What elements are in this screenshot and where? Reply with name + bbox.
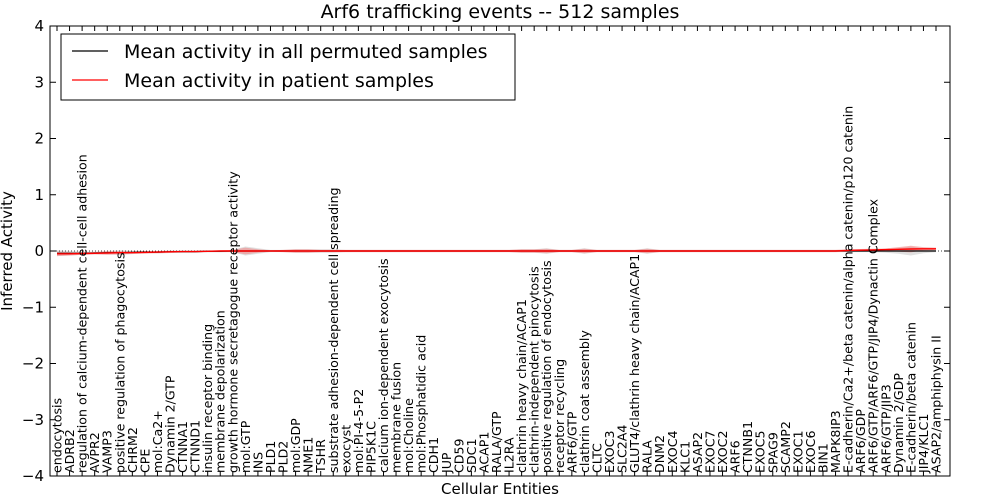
category-label: PIP5K1C bbox=[363, 421, 378, 473]
category-label: CTNND1 bbox=[188, 420, 203, 473]
category-label: membrane depolarization bbox=[213, 310, 228, 473]
y-tick-label: −1 bbox=[22, 298, 44, 316]
y-tick-label: −4 bbox=[22, 467, 44, 485]
category-label: EXOC3 bbox=[602, 431, 617, 474]
category-label: mol:Ca2+ bbox=[150, 410, 165, 473]
category-label: positive regulation of phagocytosis bbox=[112, 252, 127, 473]
category-label: exocyst bbox=[338, 425, 353, 473]
category-label: EXOC6 bbox=[803, 431, 818, 474]
category-label: clathrin-independent pinocytosis bbox=[527, 266, 542, 473]
category-label: ACAP1 bbox=[476, 432, 491, 473]
legend-label-patient: Mean activity in patient samples bbox=[124, 70, 434, 92]
category-label: ADRB2 bbox=[62, 429, 77, 473]
category-label: clathrin coat assembly bbox=[577, 330, 592, 473]
category-label: Dynamin 2/GDP bbox=[891, 373, 906, 473]
category-label: positive regulation of endocytosis bbox=[539, 260, 554, 473]
category-label: SPAG9 bbox=[765, 432, 780, 473]
category-label: E-cadherin/beta catenin bbox=[903, 322, 918, 473]
category-label: GLUT4/clathrin heavy chain/ACAP1 bbox=[627, 254, 642, 473]
category-label: clathrin heavy chain/ACAP1 bbox=[514, 299, 529, 473]
category-label: CPE bbox=[137, 449, 152, 473]
y-tick-label: 3 bbox=[34, 73, 44, 91]
category-label: SCAMP2 bbox=[778, 421, 793, 473]
category-label: SDC1 bbox=[464, 439, 479, 474]
category-label: mol:Choline bbox=[401, 398, 416, 473]
category-label: ASAP2/amphiphysin II bbox=[929, 335, 944, 473]
y-axis-ticks: −4 −3 −2 −1 0 1 2 3 4 bbox=[22, 17, 950, 485]
category-label: CLTC bbox=[589, 443, 604, 473]
category-label: receptor recycling bbox=[552, 359, 567, 473]
category-label: EXOC4 bbox=[665, 431, 680, 474]
category-label: Dynamin 2/GTP bbox=[163, 375, 178, 473]
category-label: ARF6/GTP bbox=[564, 411, 579, 473]
legend-box bbox=[60, 33, 516, 101]
y-axis-label: Inferred Activity bbox=[0, 191, 16, 311]
category-label: endocytosis bbox=[50, 398, 65, 473]
category-label: E-cadherin/Ca2+/beta catenin/alpha caten… bbox=[841, 106, 856, 473]
category-label: PLD2 bbox=[276, 441, 291, 473]
category-label: mol:Phosphatidic acid bbox=[414, 335, 429, 473]
category-label: ARF6/GTP/JIP3 bbox=[878, 384, 893, 473]
y-tick-label: 1 bbox=[34, 186, 44, 204]
category-label: VAMP3 bbox=[100, 430, 115, 473]
category-label: EXOC7 bbox=[702, 431, 717, 474]
chart-title: Arf6 trafficking events -- 512 samples bbox=[321, 1, 680, 23]
series-line-patient bbox=[57, 248, 936, 255]
category-label: membrane fusion bbox=[389, 362, 404, 473]
category-label: CTNNA1 bbox=[175, 421, 190, 473]
legend: Mean activity in all permuted samples Me… bbox=[60, 33, 516, 101]
category-label: CTNNB1 bbox=[740, 421, 755, 473]
category-label: BIN1 bbox=[815, 443, 830, 473]
category-label: DNM2 bbox=[652, 435, 667, 473]
category-label: ARF6/GTP/ARF6/GTP/JIP4/Dynactin Complex bbox=[866, 198, 881, 473]
y-tick-label: −2 bbox=[22, 355, 44, 373]
y-tick-label: 2 bbox=[34, 130, 44, 148]
category-label: ARF6 bbox=[728, 440, 743, 473]
category-label: KLC1 bbox=[677, 441, 692, 473]
category-label: TSHR bbox=[313, 439, 328, 474]
category-label: JIP4/KLC1 bbox=[916, 414, 931, 474]
category-label: insulin receptor binding bbox=[200, 324, 215, 473]
category-label: mol:GDP bbox=[288, 418, 303, 473]
category-label: INS bbox=[250, 452, 265, 473]
category-label: MAPK8IP3 bbox=[828, 410, 843, 473]
category-label: RALA/GTP bbox=[489, 411, 504, 473]
category-label: IL2RA bbox=[502, 437, 517, 473]
category-label: JUP bbox=[439, 452, 454, 474]
category-label: EXOC2 bbox=[715, 431, 730, 474]
category-label: mol:GTP bbox=[238, 420, 253, 473]
category-label: SLC2A4 bbox=[615, 425, 630, 473]
category-label: RALA bbox=[640, 440, 655, 473]
category-label: NME1 bbox=[301, 437, 316, 473]
category-label: ASAP2 bbox=[690, 432, 705, 473]
y-tick-label: −3 bbox=[22, 411, 44, 429]
category-label: CHRM2 bbox=[125, 427, 140, 473]
category-label: growth hormone secretagogue receptor act… bbox=[225, 171, 240, 473]
plot-area bbox=[50, 245, 950, 257]
legend-label-permuted: Mean activity in all permuted samples bbox=[124, 41, 487, 63]
category-label: ARF6/GDP bbox=[853, 409, 868, 473]
category-label: EXOC1 bbox=[790, 431, 805, 474]
y-tick-label: 4 bbox=[34, 17, 44, 35]
category-label: calcium ion-dependent exocytosis bbox=[376, 258, 391, 473]
category-label: substrate adhesion-dependent cell spread… bbox=[326, 187, 341, 473]
category-label: PLD1 bbox=[263, 441, 278, 473]
category-label: mol:PI-4-5-P2 bbox=[351, 389, 366, 473]
x-axis-label: Cellular Entities bbox=[441, 480, 559, 498]
category-label: CD59 bbox=[451, 438, 466, 473]
category-label: EXOC5 bbox=[753, 431, 768, 474]
category-label: regulation of calcium-dependent cell-cel… bbox=[75, 154, 90, 473]
y-tick-label: 0 bbox=[34, 242, 44, 260]
category-label: CDH1 bbox=[426, 437, 441, 473]
category-label: AVPR2 bbox=[87, 432, 102, 473]
